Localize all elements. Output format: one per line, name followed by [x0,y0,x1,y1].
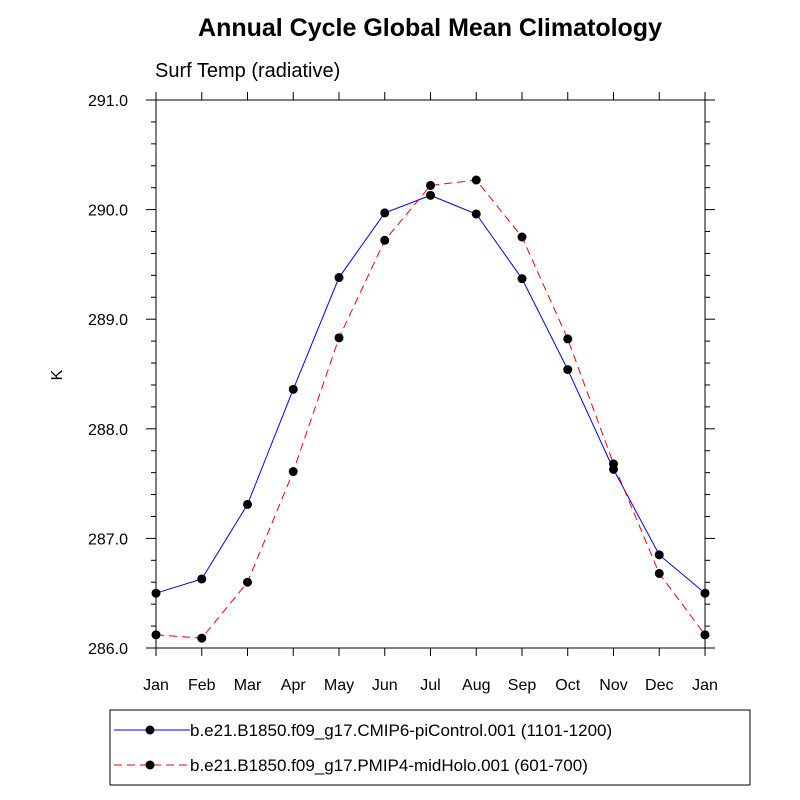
series-2-point [380,235,390,245]
axis-ticks [146,92,715,656]
x-tick-label: Jan [143,677,169,694]
x-tick-label: Oct [555,677,580,694]
x-tick-label: Nov [599,677,627,694]
series-2-point [563,334,573,344]
series-2-line [155,179,706,639]
series-1-line [155,194,706,594]
series-1-point [517,274,527,284]
series-2-point [243,577,252,587]
x-tick-label: Apr [281,677,307,694]
series-1-point [654,550,664,560]
series-1-point [243,499,252,509]
series-1-point [380,208,390,218]
series-1-point [288,384,298,394]
y-tick-label: 288.0 [88,422,128,439]
series-1-point [471,209,481,219]
legend-box [109,709,751,786]
series-1-point [334,273,344,283]
legend-entry-1: b.e21.B1850.f09_g17.CMIP6-piControl.001 … [114,721,612,740]
series-layer [151,175,710,643]
plot-frame [155,99,706,649]
y-tick-label: 287.0 [88,531,128,548]
series-2-point [609,459,618,469]
y-tick-label: 289.0 [88,312,128,329]
series-2-point [426,180,435,190]
legend-label-2: b.e21.B1850.f09_g17.PMIP4-midHolo.001 (6… [190,756,588,775]
series-2-point [288,467,298,477]
legend-marker-2 [145,760,155,770]
x-tick-label: Sep [508,677,537,694]
x-tick-labels: Jan Feb Mar Apr May Jun Jul Aug Sep Oct Nov Dec Jan [143,677,718,694]
series-2-point [471,175,481,185]
series-2-point [517,232,527,242]
x-tick-label: Jan [692,677,718,694]
y-tick-label: 290.0 [88,203,128,220]
series-2-point [334,333,344,343]
series-1-point [563,365,573,375]
legend-marker-1 [145,725,155,735]
y-axis-label: K [49,369,66,380]
series-2-point [654,568,664,578]
chart-subtitle: Surf Temp (radiative) [155,60,340,82]
y-tick-labels: 286.0 287.0 288.0 289.0 290.0 291.0 [88,93,128,658]
x-tick-label: Jun [372,677,398,694]
series-1-point [197,574,207,584]
y-tick-label: 291.0 [88,93,128,110]
x-tick-label: Mar [234,677,262,694]
legend-entry-2: b.e21.B1850.f09_g17.PMIP4-midHolo.001 (6… [114,756,588,775]
x-tick-label: Jul [420,677,440,694]
x-tick-label: Feb [188,677,216,694]
y-tick-label: 286.0 [88,641,128,658]
series-1-point [426,190,435,200]
x-tick-label: Dec [645,677,673,694]
x-tick-label: Aug [462,677,490,694]
x-tick-label: May [324,677,354,694]
series-2-point [197,633,207,643]
legend: b.e21.B1850.f09_g17.CMIP6-piControl.001 … [109,709,751,786]
chart-title: Annual Cycle Global Mean Climatology [198,14,662,42]
legend-label-1: b.e21.B1850.f09_g17.CMIP6-piControl.001 … [190,721,612,740]
